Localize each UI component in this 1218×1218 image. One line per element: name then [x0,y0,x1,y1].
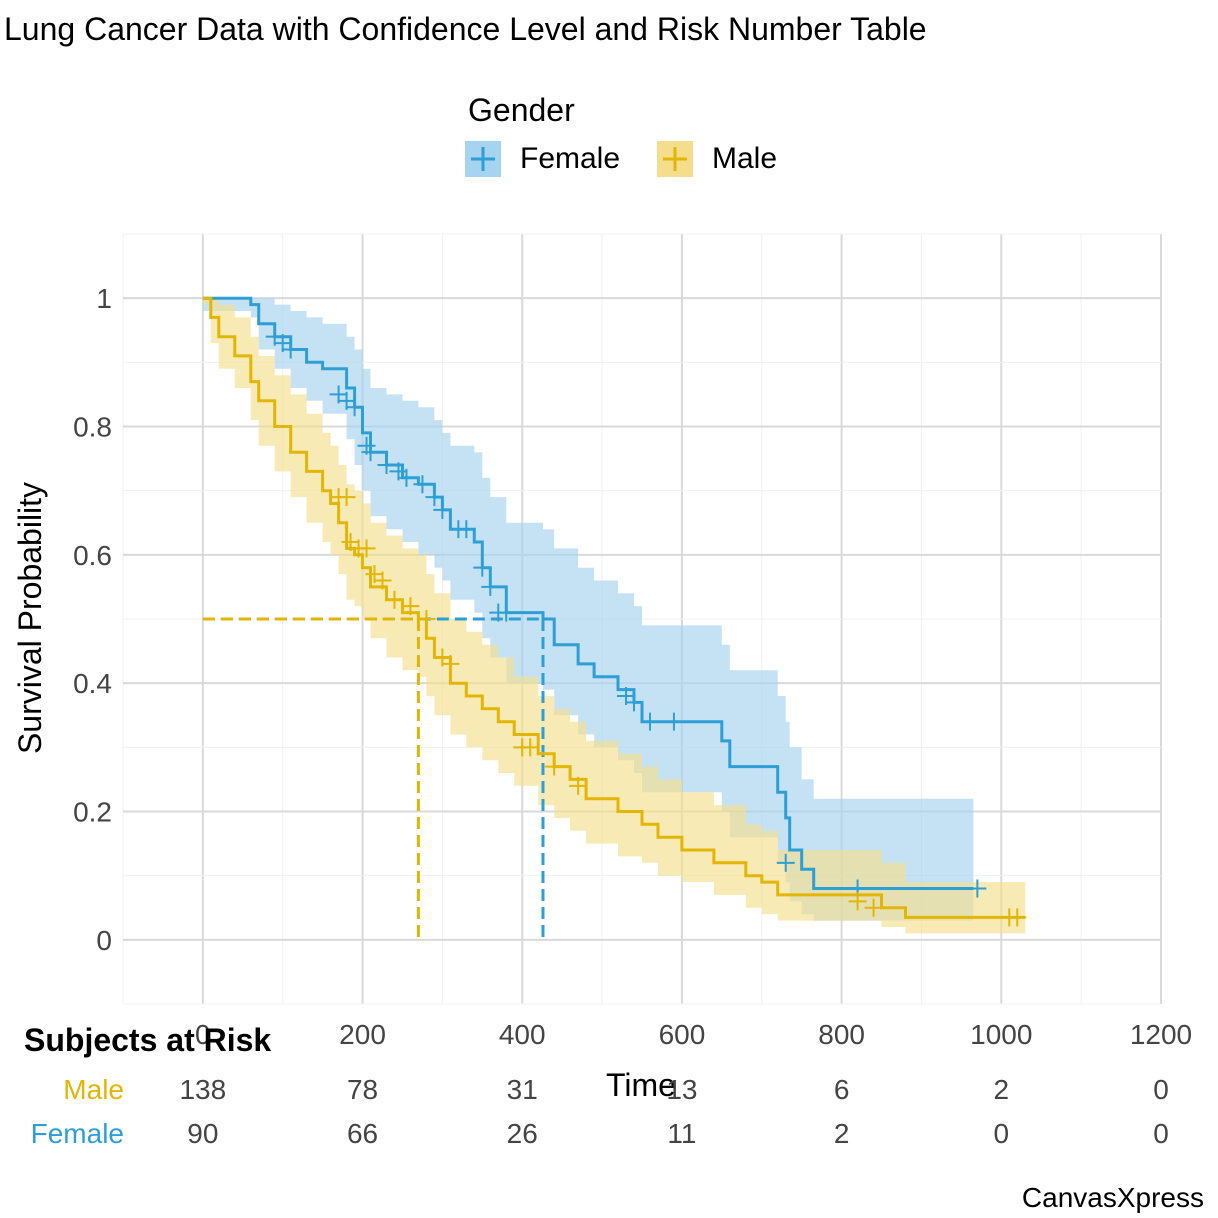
y-tick-label: 1 [96,283,112,314]
risk-value-male: 2 [994,1074,1010,1105]
y-axis-ticks: 0 0.2 0.4 0.6 0.8 1 [73,283,112,956]
x-tick-label: 600 [659,1019,706,1050]
x-tick-label: 1000 [970,1019,1032,1050]
y-tick-label: 0.4 [73,668,112,699]
censor-mark-female [473,558,492,577]
censor-mark-male [441,654,460,673]
risk-value-female: 66 [347,1118,378,1149]
legend-item-female[interactable]: Female [465,141,620,177]
legend-title: Gender [468,92,575,128]
y-tick-label: 0.6 [73,540,112,571]
x-tick-label: 0 [195,1019,211,1050]
risk-value-male: 13 [666,1074,697,1105]
x-tick-label: 200 [339,1019,386,1050]
risk-value-male: 31 [507,1074,538,1105]
risk-value-male: 0 [1153,1074,1169,1105]
legend-label-male: Male [712,142,777,175]
risk-table: Subjects at Risk Male 138 78 31 13 6 2 0 Female 9… [24,1022,1169,1149]
y-tick-label: 0.8 [73,412,112,443]
censor-marks [265,327,1027,927]
censor-mark-female [968,879,987,898]
confidence-bands [202,298,1026,934]
y-tick-label: 0.2 [73,797,112,828]
risk-value-male: 78 [347,1074,378,1105]
x-axis-ticks: 0 200 400 600 800 1000 1200 [195,1019,1192,1050]
y-axis-label: Survival Probability [12,482,48,754]
x-tick-label: 800 [818,1019,865,1050]
legend-item-male[interactable]: Male [657,141,777,177]
censor-mark-male [521,738,540,757]
risk-value-female: 90 [187,1118,218,1149]
survival-curve-female [202,296,974,890]
censor-mark-female [457,520,476,539]
confidence-band-male [202,298,1026,934]
y-tick-label: 0 [96,925,112,956]
censor-mark-female [497,603,516,622]
risk-value-male: 138 [179,1074,226,1105]
risk-value-female: 11 [667,1118,696,1149]
censor-mark-female [625,693,644,712]
censor-mark-female [345,398,364,417]
censor-mark-female [433,500,452,519]
censor-mark-female [281,340,300,359]
censor-mark-male [385,590,404,609]
risk-row-label-female: Female [31,1118,124,1149]
censor-mark-female [481,577,500,596]
risk-row-label-male: Male [63,1074,124,1105]
canvasxpress-branding: CanvasXpress [1022,1182,1204,1213]
censor-mark-male [337,488,356,507]
censor-mark-male [1008,908,1027,927]
risk-value-female: 2 [834,1118,850,1149]
legend: Gender Female Male [465,92,777,177]
censor-mark-male [569,776,588,795]
censor-mark-female [413,475,432,494]
x-tick-label: 400 [499,1019,546,1050]
censor-mark-male [864,898,883,917]
risk-value-female: 0 [994,1118,1010,1149]
legend-label-female: Female [520,142,620,175]
censor-mark-female [361,443,380,462]
censor-mark-female [397,468,416,487]
risk-table-title: Subjects at Risk [24,1022,271,1058]
censor-mark-male [417,610,436,628]
censor-mark-male [373,571,392,590]
censor-mark-male [848,892,867,911]
risk-value-female: 26 [507,1118,538,1149]
censor-mark-female [640,712,659,731]
x-tick-label: 1200 [1130,1019,1192,1050]
censor-mark-female [776,853,795,872]
risk-value-male: 6 [834,1074,850,1105]
censor-mark-male [357,539,376,558]
chart-title: Lung Cancer Data with Confidence Level a… [4,11,927,47]
risk-value-female: 0 [1153,1118,1169,1149]
censor-mark-male [401,597,420,616]
median-lines [202,617,545,940]
censor-mark-female [425,488,444,507]
confidence-band-female [202,298,974,921]
censor-mark-female [377,456,396,474]
censor-mark-male [545,757,564,776]
censor-mark-female [664,712,683,731]
x-axis-label: Time [606,1067,676,1103]
